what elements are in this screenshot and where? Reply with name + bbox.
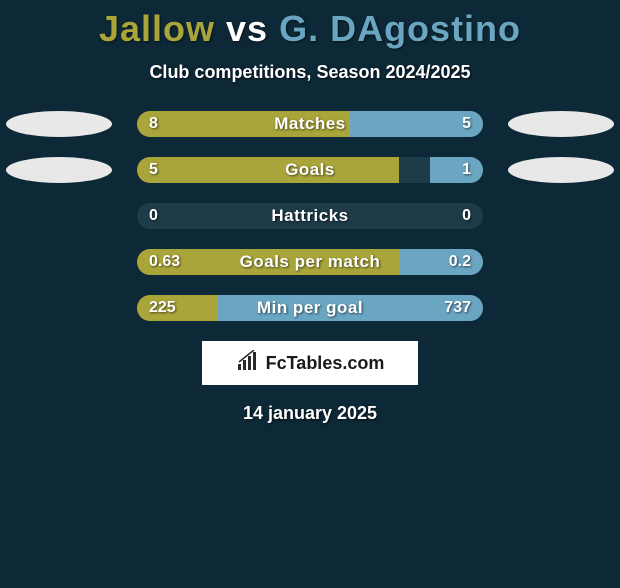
player2-disc [508, 111, 614, 137]
stat-label: Hattricks [137, 203, 483, 229]
brand-box: FcTables.com [202, 341, 418, 385]
player2-name: G. DAgostino [279, 8, 521, 49]
player2-value: 737 [444, 295, 471, 321]
player1-value: 0 [149, 203, 158, 229]
comparison-title: Jallow vs G. DAgostino [0, 8, 620, 50]
player2-value: 5 [462, 111, 471, 137]
player1-value: 8 [149, 111, 158, 137]
comparison-chart: Matches85Goals51Hattricks00Goals per mat… [0, 111, 620, 321]
player1-name: Jallow [99, 8, 215, 49]
stat-row: Matches8 5 [0, 111, 620, 137]
player2-value: 0 [462, 203, 471, 229]
stat-bar-track: Min per goal225 737 [137, 295, 483, 321]
player1-disc [6, 157, 112, 183]
stat-bar-track: Matches8 5 [137, 111, 483, 137]
stat-row: Goals5 1 [0, 157, 620, 183]
brand-chart-icon [236, 350, 262, 377]
player2-value: 0.2 [449, 249, 471, 275]
player1-value: 5 [149, 157, 158, 183]
stat-label: Min per goal [137, 295, 483, 321]
stat-row: Goals per match0.63 0.2 [0, 249, 620, 275]
stat-row: Hattricks0 0 [0, 203, 620, 229]
stat-bar-track: Goals5 1 [137, 157, 483, 183]
stat-label: Matches [137, 111, 483, 137]
stat-label: Goals [137, 157, 483, 183]
brand-text: FcTables.com [266, 353, 385, 374]
stat-label: Goals per match [137, 249, 483, 275]
player1-value: 225 [149, 295, 176, 321]
stat-bar-track: Goals per match0.63 0.2 [137, 249, 483, 275]
date-line: 14 january 2025 [0, 403, 620, 424]
stat-row: Min per goal225 737 [0, 295, 620, 321]
player2-disc [508, 157, 614, 183]
player2-value: 1 [462, 157, 471, 183]
player1-value: 0.63 [149, 249, 180, 275]
stat-bar-track: Hattricks0 0 [137, 203, 483, 229]
vs-text: vs [226, 8, 268, 49]
player1-disc [6, 111, 112, 137]
subtitle: Club competitions, Season 2024/2025 [0, 62, 620, 83]
